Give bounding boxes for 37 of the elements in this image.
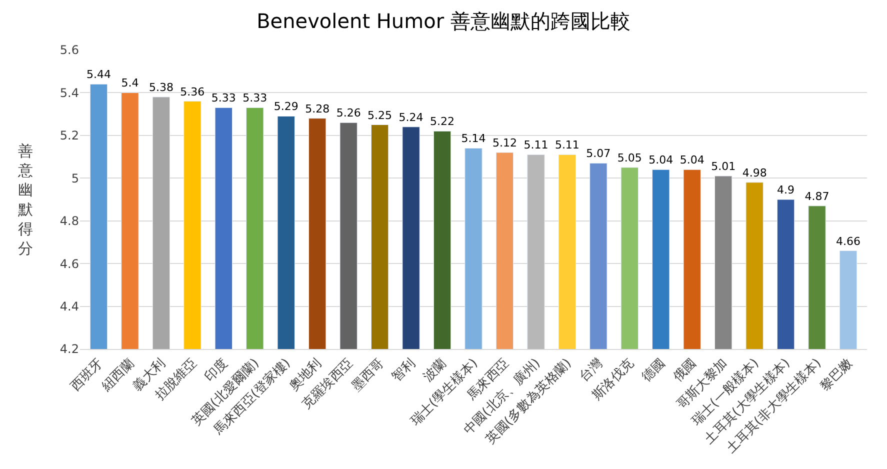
data-label: 5.11 xyxy=(524,138,548,152)
y-tick-label: 5.4 xyxy=(60,86,79,100)
y-axis-title: 善意幽默得分 xyxy=(17,142,33,258)
y-tick-label: 4.2 xyxy=(60,342,79,356)
data-label: 5.22 xyxy=(430,115,455,128)
data-label: 5.33 xyxy=(242,92,268,105)
data-label: 4.87 xyxy=(804,190,830,203)
y-tick-label: 4.4 xyxy=(60,299,79,314)
data-label: 5.38 xyxy=(148,80,174,94)
x-tick-label: 德國 xyxy=(639,356,668,385)
data-label: 5.28 xyxy=(305,102,330,116)
data-label: 5.05 xyxy=(617,151,642,164)
data-label: 5.44 xyxy=(86,68,111,82)
data-label: 5.04 xyxy=(680,154,704,167)
x-tick-label: 智利 xyxy=(389,356,418,385)
y-tick-label: 5.2 xyxy=(60,128,79,143)
chart-title: Benevolent Humor 善意幽默的跨國比較 xyxy=(256,9,630,34)
data-label: 5.14 xyxy=(461,132,486,146)
data-label: 4.9 xyxy=(777,184,795,196)
data-label: 5.12 xyxy=(492,136,517,150)
data-label: 4.66 xyxy=(836,234,861,248)
y-tick-label: 4.8 xyxy=(60,214,79,228)
y-tick-label: 4.6 xyxy=(60,256,79,271)
data-label: 4.98 xyxy=(742,166,767,180)
data-label: 5.24 xyxy=(398,110,424,124)
data-label: 5.33 xyxy=(211,92,236,105)
data-label: 5.26 xyxy=(336,106,361,120)
data-label: 5.4 xyxy=(121,76,139,90)
data-label: 5.07 xyxy=(586,147,611,160)
y-tick-label: 5.6 xyxy=(60,43,79,58)
data-label: 5.04 xyxy=(648,154,674,167)
data-label: 5.29 xyxy=(274,100,298,114)
y-tick-label: 5 xyxy=(71,171,79,186)
data-label: 5.36 xyxy=(180,85,205,98)
data-label: 5.01 xyxy=(711,160,736,174)
data-label: 5.25 xyxy=(368,108,392,122)
data-label: 5.11 xyxy=(554,138,580,152)
